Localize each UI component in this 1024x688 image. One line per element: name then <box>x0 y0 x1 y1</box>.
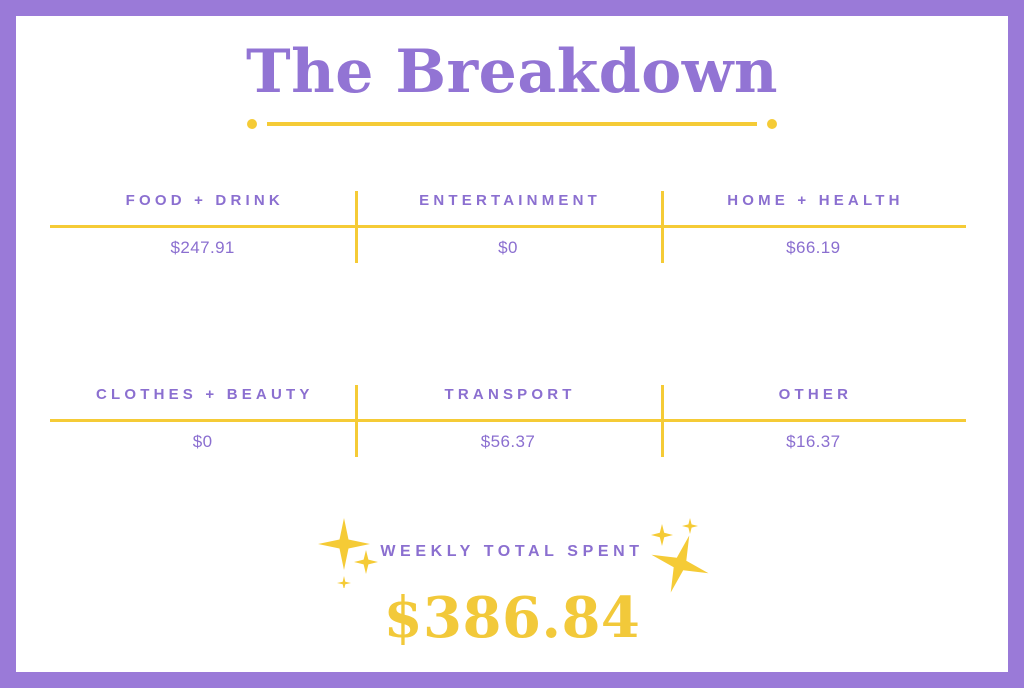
category-value: $0 <box>192 432 213 451</box>
poster-canvas: The Breakdown FOOD + DRINK ENTERTAINMENT… <box>16 16 1008 672</box>
category-cell-clothes-beauty: CLOTHES + BEAUTY <box>50 386 355 416</box>
category-label-row: CLOTHES + BEAUTY TRANSPORT OTHER <box>50 385 966 457</box>
value-cell-clothes-beauty: $0 <box>50 416 355 452</box>
category-label: HOME + HEALTH <box>727 192 904 209</box>
value-cell-transport: $56.37 <box>355 416 660 452</box>
category-label: FOOD + DRINK <box>125 192 284 209</box>
sparkle-cluster-right-icon <box>642 516 720 599</box>
weekly-total-label-row: WEEKLY TOTAL SPENT <box>318 518 709 593</box>
category-cell-entertainment: ENTERTAINMENT <box>355 192 660 222</box>
category-cell-food-drink: FOOD + DRINK <box>50 192 355 222</box>
value-cell-other: $16.37 <box>661 416 966 452</box>
title-block: The Breakdown <box>16 42 1008 130</box>
category-value-row: $0 $56.37 $16.37 <box>50 416 966 452</box>
category-label: TRANSPORT <box>444 386 576 403</box>
value-cell-home-health: $66.19 <box>661 222 966 258</box>
column-divider-1 <box>355 191 359 263</box>
sparkle-cluster-left-icon <box>314 514 388 593</box>
category-cell-other: OTHER <box>661 386 966 416</box>
page-title: The Breakdown <box>245 37 779 107</box>
weekly-total-amount: $386.84 <box>383 585 641 651</box>
divider-line <box>267 122 757 126</box>
row-underline <box>50 419 966 422</box>
column-divider-2 <box>660 385 664 457</box>
row-underline <box>50 225 966 228</box>
category-cell-transport: TRANSPORT <box>355 386 660 416</box>
category-value: $56.37 <box>480 432 536 451</box>
title-divider <box>247 118 777 130</box>
category-cell-home-health: HOME + HEALTH <box>661 192 966 222</box>
category-label: OTHER <box>778 386 853 403</box>
weekly-total-block: WEEKLY TOTAL SPENT $386.84 <box>16 518 1008 651</box>
category-value: $247.91 <box>170 238 235 257</box>
column-divider-2 <box>660 191 664 263</box>
category-value: $0 <box>498 238 518 257</box>
category-value-row: $247.91 $0 $66.19 <box>50 222 966 258</box>
category-label: CLOTHES + BEAUTY <box>95 386 314 403</box>
weekly-total-label: WEEKLY TOTAL SPENT <box>380 543 644 560</box>
category-value: $66.19 <box>786 238 841 257</box>
category-value: $16.37 <box>786 432 841 451</box>
divider-dot-left-icon <box>247 119 257 129</box>
breakdown-row-1: FOOD + DRINK ENTERTAINMENT HOME + HEALTH… <box>50 191 966 263</box>
column-divider-1 <box>355 385 359 457</box>
breakdown-row-2: CLOTHES + BEAUTY TRANSPORT OTHER $0 $56.… <box>50 385 966 457</box>
value-cell-food-drink: $247.91 <box>50 222 355 258</box>
value-cell-entertainment: $0 <box>355 222 660 258</box>
divider-dot-right-icon <box>767 119 777 129</box>
category-label-row: FOOD + DRINK ENTERTAINMENT HOME + HEALTH <box>50 191 966 263</box>
category-label: ENTERTAINMENT <box>419 192 601 209</box>
